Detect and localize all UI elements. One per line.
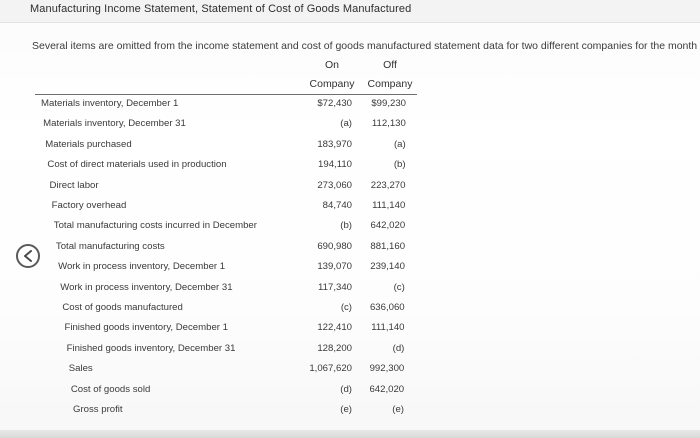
row-label: Finished goods inventory, December 1: [64, 322, 228, 334]
row-value-on-company: 117,340: [318, 281, 352, 293]
row-label: Cost of direct materials used in product…: [47, 159, 227, 171]
column-header-off-company: Off Company: [360, 56, 420, 94]
row-value-on-company: (d): [340, 383, 352, 395]
row-value-off-company: (a): [393, 138, 406, 150]
row-value-on-company: 183,970: [317, 138, 352, 150]
row-value-on-company: 194,110: [318, 159, 352, 171]
row-label: Total manufacturing costs: [55, 240, 165, 252]
row-label: Materials purchased: [45, 138, 132, 150]
row-value-off-company: 642,020: [370, 220, 406, 232]
column-header-on-line2: Company: [309, 78, 355, 90]
row-label: Cost of goods manufactured: [62, 302, 183, 313]
row-value-on-company: $72,430: [317, 98, 352, 109]
column-header-on-company: On Company: [302, 56, 362, 94]
row-value-off-company: (c): [393, 281, 405, 293]
row-label: Work in process inventory, December 1: [58, 261, 226, 273]
row-value-off-company: 636,060: [369, 302, 405, 313]
row-value-on-company: 128,200: [317, 342, 352, 354]
row-label: Sales: [68, 363, 93, 375]
row-label: Materials inventory, December 1: [41, 98, 179, 109]
chevron-left-icon: [24, 250, 32, 262]
row-label: Materials inventory, December 31: [43, 118, 186, 130]
row-value-off-company: 111,140: [371, 322, 405, 334]
row-value-off-company: (b): [393, 159, 406, 171]
row-value-on-company: 273,060: [317, 179, 352, 191]
header-bar: [0, 0, 700, 23]
row-value-off-company: 881,160: [370, 240, 406, 252]
bottom-edge: [0, 430, 700, 438]
row-value-on-company: 84,740: [322, 200, 352, 211]
row-label: Finished goods inventory, December 31: [66, 342, 236, 354]
row-label: Work in process inventory, December 31: [60, 281, 233, 293]
row-value-off-company: 239,140: [370, 261, 405, 273]
row-value-off-company: 992,300: [369, 363, 405, 375]
row-value-off-company: 111,140: [372, 200, 406, 211]
row-value-on-company: (c): [340, 302, 352, 313]
row-value-off-company: 642,020: [369, 383, 405, 395]
header-rule: [35, 94, 417, 95]
row-label: Direct labor: [49, 179, 99, 191]
row-label: Gross profit: [73, 404, 123, 415]
row-value-on-company: (b): [340, 220, 352, 232]
row-value-off-company: (d): [392, 342, 405, 354]
row-label: Factory overhead: [51, 200, 127, 211]
page-title: Manufacturing Income Statement, Statemen…: [30, 3, 412, 15]
row-label: Cost of goods sold: [70, 383, 151, 395]
row-value-on-company: 122,410: [317, 322, 352, 334]
back-button[interactable]: [16, 244, 40, 268]
row-value-off-company: $99,230: [371, 98, 406, 109]
column-header-on-line1: On: [324, 59, 339, 71]
row-value-off-company: 112,130: [371, 118, 406, 130]
row-value-on-company: 690,980: [317, 240, 352, 252]
column-header-off-line2: Company: [367, 78, 413, 90]
row-value-on-company: (a): [340, 118, 352, 130]
intro-text: Several items are omitted from the incom…: [32, 40, 700, 52]
column-header-off-line1: Off: [383, 59, 397, 71]
row-value-on-company: (e): [340, 404, 352, 415]
row-value-off-company: (e): [392, 404, 404, 415]
row-value-on-company: 1,067,620: [309, 363, 352, 375]
row-value-off-company: 223,270: [370, 179, 406, 191]
row-value-on-company: 139,070: [317, 261, 352, 273]
row-label: Total manufacturing costs incurred in De…: [53, 220, 257, 232]
